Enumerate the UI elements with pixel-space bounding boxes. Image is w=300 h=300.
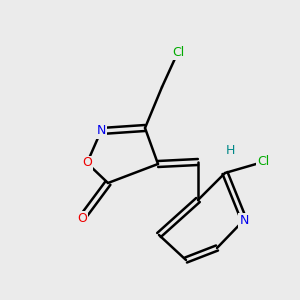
Text: O: O (82, 157, 92, 169)
Text: N: N (96, 124, 106, 137)
Text: N: N (239, 214, 249, 226)
Text: Cl: Cl (257, 155, 269, 169)
Text: H: H (225, 143, 235, 157)
Text: Cl: Cl (172, 46, 184, 59)
Text: O: O (77, 212, 87, 224)
